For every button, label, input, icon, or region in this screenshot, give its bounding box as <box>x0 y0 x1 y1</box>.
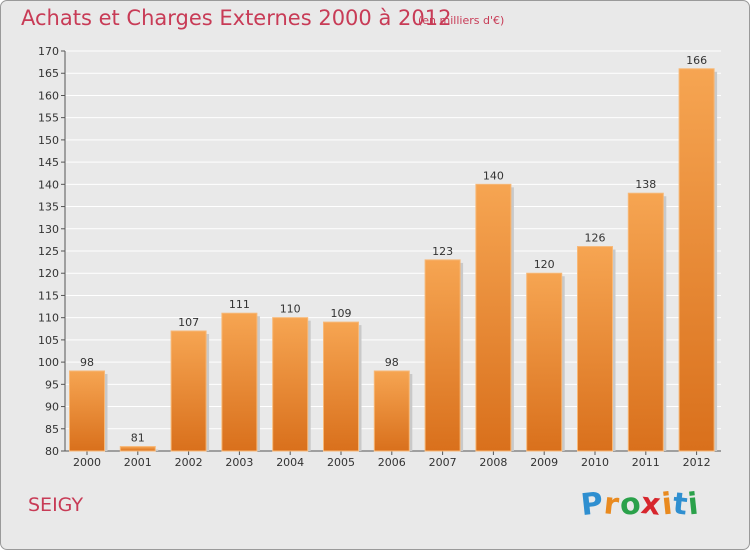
data-labels: 98 81 107 111 110 109 98 123 140 120 126 138 166 <box>80 54 707 445</box>
bars <box>69 68 718 452</box>
y-tick-label: 90 <box>45 401 59 414</box>
y-tick-label: 165 <box>38 67 59 80</box>
x-tick-label: 2009 <box>530 456 558 469</box>
chart-subtitle: (en milliers d'€) <box>418 14 505 27</box>
bar-value-label: 123 <box>432 245 453 258</box>
x-tick-label: 2011 <box>632 456 660 469</box>
bar <box>69 370 105 452</box>
bar-value-label: 81 <box>131 432 145 445</box>
bar <box>627 192 664 452</box>
commune-name: SEIGY <box>28 494 84 516</box>
axes: 80 85 90 95 100 105 110 115 120 125 130 135 140 145 15… <box>38 45 721 469</box>
bar-value-label: 109 <box>331 307 352 320</box>
y-tick-label: 145 <box>38 156 59 169</box>
x-tick-label: 2007 <box>429 456 457 469</box>
bar-value-label: 111 <box>229 298 250 311</box>
y-tick-label: 150 <box>38 134 59 147</box>
x-tick-label: 2006 <box>378 456 406 469</box>
bar <box>678 68 715 452</box>
logo-letter: i <box>686 486 702 523</box>
y-tick-label: 105 <box>38 334 59 347</box>
bar <box>170 330 207 452</box>
bar-value-label: 166 <box>686 54 707 67</box>
bar-value-label: 98 <box>80 356 94 369</box>
y-tick-label: 125 <box>38 245 59 258</box>
x-tick-label: 2012 <box>683 456 711 469</box>
x-tick-label: 2002 <box>175 456 203 469</box>
bar <box>424 259 461 452</box>
bar-value-label: 107 <box>178 316 199 329</box>
bar <box>373 370 410 452</box>
bar-value-label: 98 <box>385 356 399 369</box>
y-tick-label: 160 <box>38 89 59 102</box>
y-tick-label: 155 <box>38 112 59 125</box>
y-tick-label: 80 <box>45 445 59 458</box>
bar <box>272 317 309 452</box>
y-tick-label: 135 <box>38 201 59 214</box>
bar-value-label: 126 <box>585 232 606 245</box>
y-tick-label: 140 <box>38 178 59 191</box>
y-tick-label: 115 <box>38 289 59 302</box>
bar-value-label: 120 <box>534 258 555 271</box>
x-tick-label: 2005 <box>327 456 355 469</box>
bar <box>119 446 156 452</box>
y-tick-label: 95 <box>45 378 59 391</box>
bar-value-label: 138 <box>635 178 656 191</box>
x-tick-label: 2001 <box>124 456 152 469</box>
chart-title: Achats et Charges Externes 2000 à 2012 <box>21 6 452 30</box>
x-tick-label: 2003 <box>225 456 253 469</box>
bar-value-label: 110 <box>280 303 301 316</box>
x-tick-label: 2008 <box>479 456 507 469</box>
y-tick-label: 130 <box>38 223 59 236</box>
y-tick-label: 85 <box>45 423 59 436</box>
x-tick-label: 2010 <box>581 456 609 469</box>
bar-value-label: 140 <box>483 169 504 182</box>
bar <box>221 312 258 452</box>
proxiti-logo: Proxiti <box>579 486 702 523</box>
bar <box>577 246 613 452</box>
x-tick-label: 2000 <box>73 456 101 469</box>
y-tick-label: 100 <box>38 356 59 369</box>
bar <box>323 321 359 452</box>
y-tick-label: 170 <box>38 45 59 58</box>
x-tick-label: 2004 <box>276 456 304 469</box>
y-tick-label: 120 <box>38 267 59 280</box>
bar <box>475 183 512 452</box>
bar <box>526 272 563 452</box>
y-tick-label: 110 <box>38 312 59 325</box>
